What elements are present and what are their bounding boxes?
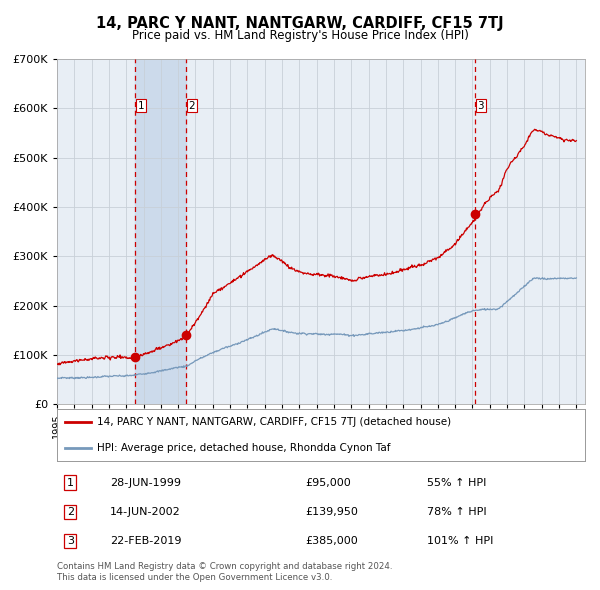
Text: 101% ↑ HPI: 101% ↑ HPI bbox=[427, 536, 493, 546]
Text: £139,950: £139,950 bbox=[305, 507, 358, 517]
Text: 3: 3 bbox=[478, 101, 484, 110]
Text: 1: 1 bbox=[137, 101, 144, 110]
Text: This data is licensed under the Open Government Licence v3.0.: This data is licensed under the Open Gov… bbox=[57, 573, 332, 582]
Text: 2: 2 bbox=[67, 507, 74, 517]
Text: 28-JUN-1999: 28-JUN-1999 bbox=[110, 477, 181, 487]
Text: 2: 2 bbox=[188, 101, 195, 110]
Text: 14-JUN-2002: 14-JUN-2002 bbox=[110, 507, 181, 517]
Text: £95,000: £95,000 bbox=[305, 477, 351, 487]
Text: 1: 1 bbox=[67, 477, 74, 487]
Text: Price paid vs. HM Land Registry's House Price Index (HPI): Price paid vs. HM Land Registry's House … bbox=[131, 30, 469, 42]
Text: Contains HM Land Registry data © Crown copyright and database right 2024.: Contains HM Land Registry data © Crown c… bbox=[57, 562, 392, 571]
Text: 3: 3 bbox=[67, 536, 74, 546]
Text: 78% ↑ HPI: 78% ↑ HPI bbox=[427, 507, 486, 517]
Bar bbox=[135, 59, 186, 404]
Text: 14, PARC Y NANT, NANTGARW, CARDIFF, CF15 7TJ: 14, PARC Y NANT, NANTGARW, CARDIFF, CF15… bbox=[96, 16, 504, 31]
Text: £385,000: £385,000 bbox=[305, 536, 358, 546]
Text: HPI: Average price, detached house, Rhondda Cynon Taf: HPI: Average price, detached house, Rhon… bbox=[97, 444, 390, 453]
Text: 22-FEB-2019: 22-FEB-2019 bbox=[110, 536, 181, 546]
Text: 14, PARC Y NANT, NANTGARW, CARDIFF, CF15 7TJ (detached house): 14, PARC Y NANT, NANTGARW, CARDIFF, CF15… bbox=[97, 418, 451, 427]
Text: 55% ↑ HPI: 55% ↑ HPI bbox=[427, 477, 486, 487]
